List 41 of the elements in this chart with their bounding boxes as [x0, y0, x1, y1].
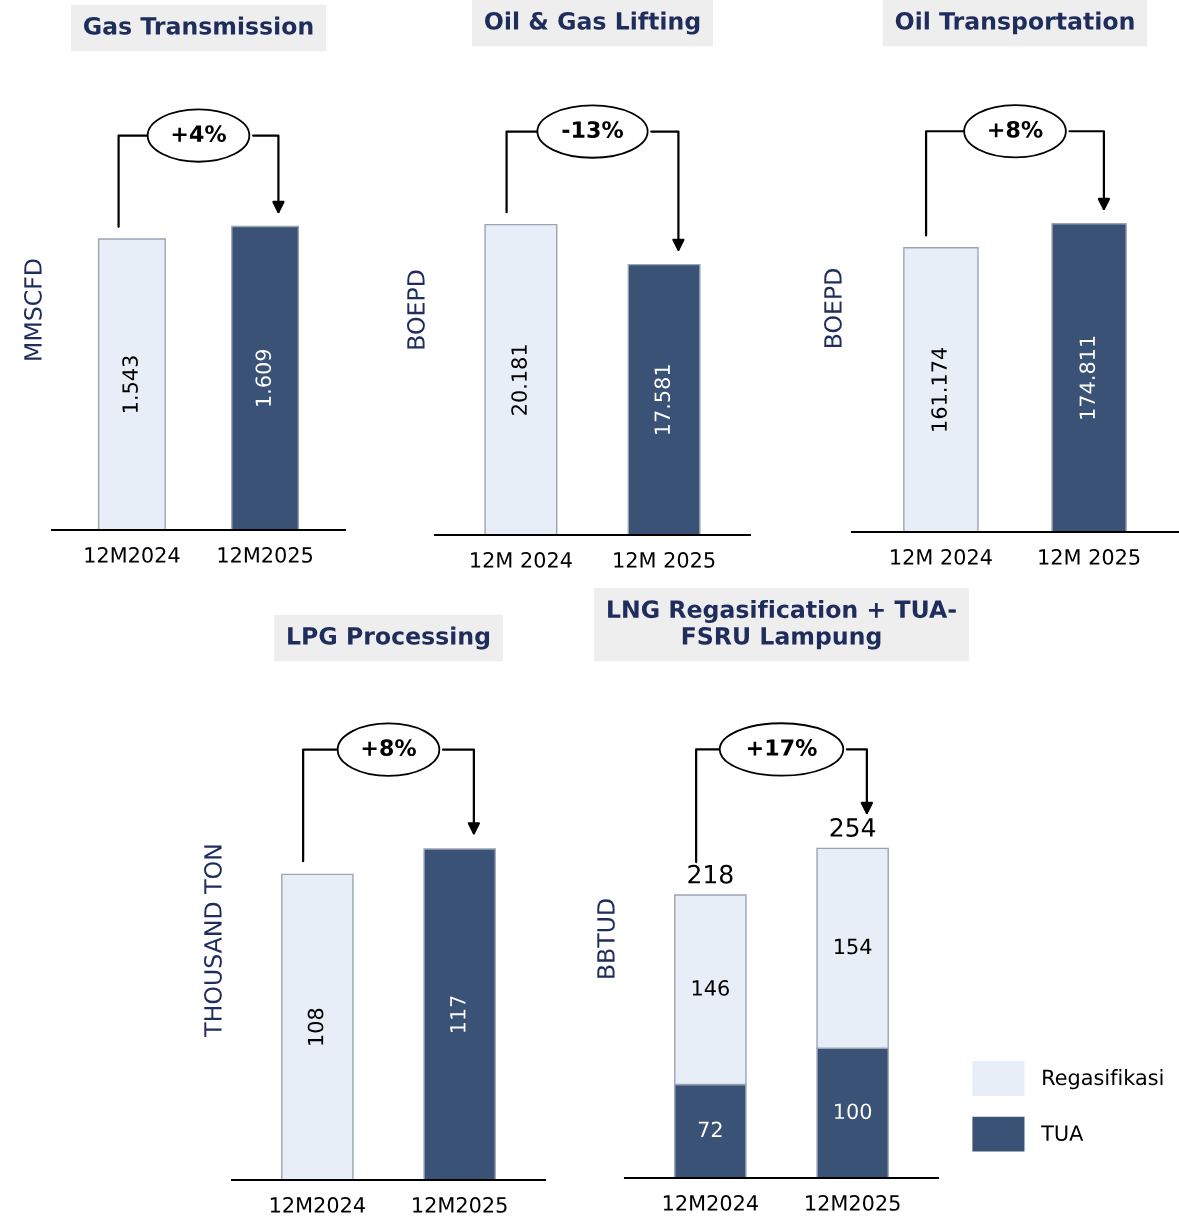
chart-title: Oil Transportation: [895, 11, 1134, 35]
total-label: 254: [830, 818, 876, 837]
data-label: 17.581: [654, 365, 671, 434]
data-label: 154: [835, 938, 872, 955]
data-label: 20.181: [511, 345, 527, 415]
data-label: 72: [698, 1121, 722, 1138]
x-tick-label: 12M2025: [218, 547, 313, 563]
text: +8%: [989, 120, 1043, 138]
data-label: 108: [307, 1008, 324, 1045]
text: +17%: [747, 739, 817, 756]
data-label: 117: [450, 996, 466, 1033]
text: -13%: [562, 121, 623, 138]
x-tick-label: 12M2024: [85, 547, 180, 563]
x-tick-label: 12M 2025: [614, 552, 715, 568]
chart-title: Oil & Gas Lifting: [484, 11, 700, 35]
data-label: 161.174: [931, 347, 947, 431]
x-tick-label: 12M 2024: [891, 549, 992, 565]
y-axis-title: THOUSAND TON: [204, 845, 222, 1037]
legend-label: TUA: [1041, 1125, 1084, 1141]
x-tick-label: 12M2024: [270, 1197, 365, 1213]
data-label: 1.609: [255, 349, 272, 406]
x-tick-label: 12M 2024: [471, 552, 572, 568]
data-label: 174.811: [1079, 336, 1096, 419]
chart-title: Gas Transmission: [83, 16, 313, 35]
y-axis-title: BOEPD: [407, 270, 425, 349]
x-tick-label: 12M 2025: [1039, 549, 1140, 565]
chart-title: LNG Regasification + TUA- FSRU Lampung: [608, 599, 956, 650]
y-axis-title: BOEPD: [824, 269, 842, 348]
x-tick-label: 12M2025: [413, 1197, 507, 1213]
y-axis-title: BBTUD: [597, 899, 615, 978]
legend-label: Regasifikasi: [1043, 1069, 1163, 1090]
text: +8%: [362, 739, 416, 757]
total-label: 218: [688, 864, 733, 884]
chart-title: LPG Processing: [288, 626, 490, 650]
data-label: 100: [835, 1103, 872, 1120]
x-tick-label: 12M2025: [806, 1195, 900, 1211]
x-tick-label: 12M2024: [663, 1195, 758, 1211]
y-axis-title: MMSCFD: [24, 259, 42, 360]
data-label: 1.543: [122, 356, 138, 413]
data-label: 146: [692, 980, 729, 996]
text: +4%: [172, 125, 226, 142]
